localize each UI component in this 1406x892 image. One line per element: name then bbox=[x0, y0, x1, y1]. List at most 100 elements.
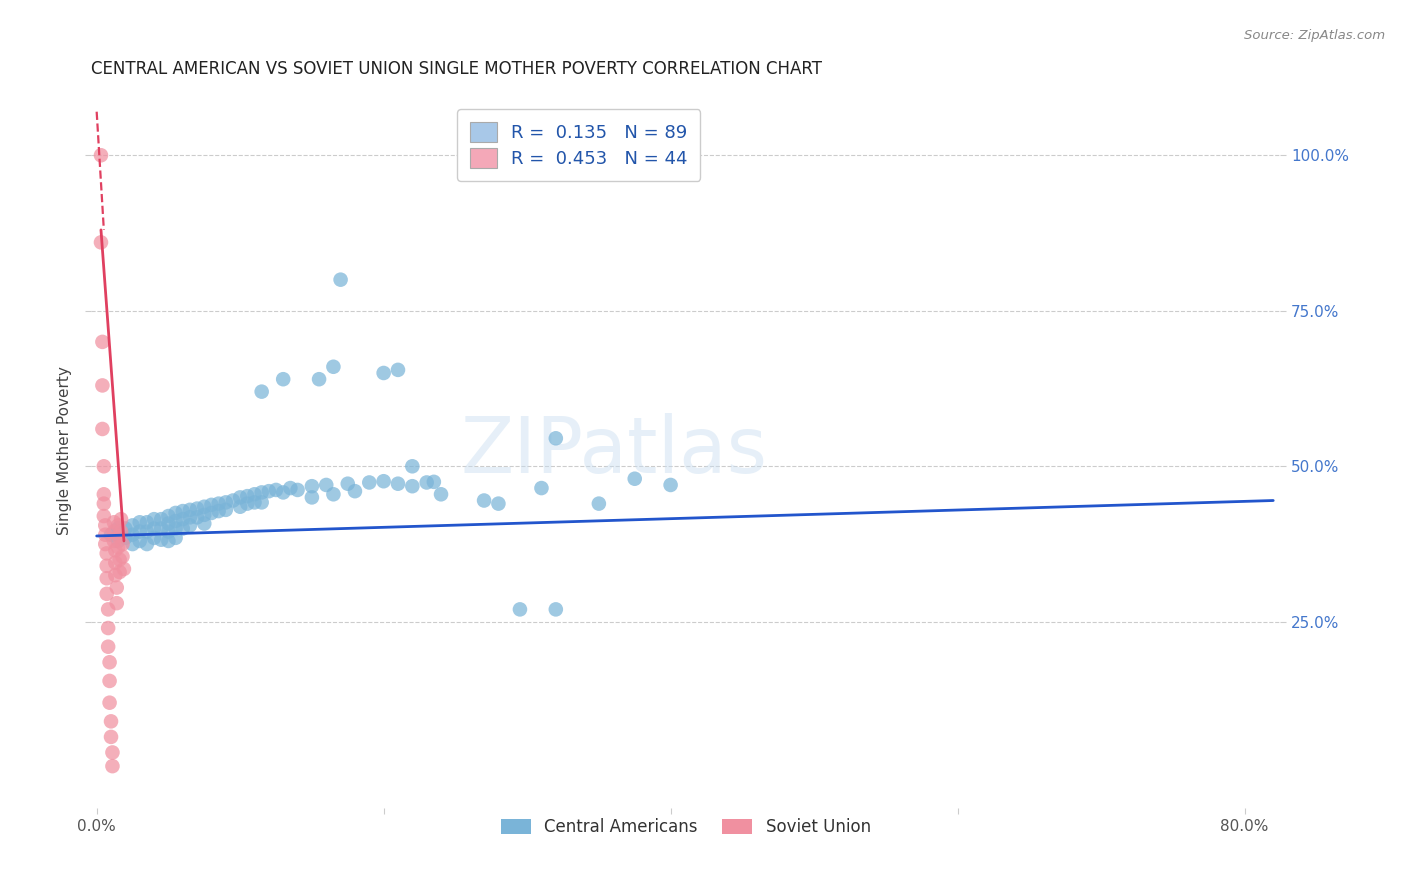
Point bbox=[107, 518, 129, 533]
Point bbox=[207, 504, 229, 518]
Point bbox=[97, 621, 120, 635]
Point bbox=[329, 273, 352, 287]
Point bbox=[150, 521, 173, 535]
Point bbox=[250, 485, 273, 500]
Point bbox=[271, 485, 294, 500]
Point bbox=[93, 459, 115, 474]
Point bbox=[165, 506, 187, 520]
Point bbox=[97, 640, 120, 654]
Point bbox=[315, 478, 337, 492]
Point bbox=[100, 527, 122, 541]
Point bbox=[128, 524, 150, 539]
Point bbox=[236, 497, 259, 511]
Point bbox=[135, 537, 157, 551]
Point bbox=[91, 334, 114, 349]
Point bbox=[100, 714, 122, 729]
Point bbox=[111, 549, 134, 564]
Point bbox=[544, 602, 567, 616]
Point bbox=[544, 431, 567, 445]
Point bbox=[215, 495, 238, 509]
Point bbox=[103, 524, 125, 539]
Point bbox=[257, 484, 280, 499]
Point bbox=[150, 533, 173, 547]
Point bbox=[112, 562, 135, 576]
Point bbox=[343, 484, 366, 499]
Point bbox=[186, 501, 208, 516]
Point bbox=[250, 495, 273, 509]
Point bbox=[108, 552, 131, 566]
Point bbox=[322, 487, 344, 501]
Point bbox=[157, 524, 180, 539]
Point bbox=[90, 235, 112, 250]
Point bbox=[101, 746, 124, 760]
Point bbox=[94, 537, 117, 551]
Point bbox=[111, 537, 134, 551]
Point bbox=[229, 500, 252, 514]
Point bbox=[108, 565, 131, 579]
Point bbox=[91, 378, 114, 392]
Point bbox=[105, 596, 128, 610]
Point bbox=[121, 518, 143, 533]
Point bbox=[193, 500, 215, 514]
Point bbox=[179, 518, 201, 533]
Point bbox=[143, 531, 166, 545]
Point bbox=[101, 759, 124, 773]
Point bbox=[165, 514, 187, 528]
Point bbox=[387, 363, 409, 377]
Point bbox=[157, 509, 180, 524]
Point bbox=[301, 491, 323, 505]
Point bbox=[222, 493, 245, 508]
Point bbox=[103, 516, 125, 530]
Point bbox=[308, 372, 330, 386]
Point bbox=[659, 478, 682, 492]
Point bbox=[98, 696, 121, 710]
Point bbox=[243, 487, 266, 501]
Point bbox=[623, 472, 645, 486]
Point bbox=[107, 533, 129, 548]
Point bbox=[96, 571, 118, 585]
Point bbox=[207, 497, 229, 511]
Point bbox=[104, 556, 127, 570]
Point bbox=[157, 533, 180, 548]
Point bbox=[271, 372, 294, 386]
Point bbox=[110, 512, 132, 526]
Point bbox=[200, 498, 222, 512]
Point bbox=[415, 475, 437, 490]
Point bbox=[280, 481, 302, 495]
Point bbox=[165, 521, 187, 535]
Point bbox=[186, 510, 208, 524]
Point bbox=[114, 531, 136, 545]
Point bbox=[157, 516, 180, 531]
Point bbox=[128, 533, 150, 548]
Point bbox=[94, 527, 117, 541]
Point bbox=[401, 459, 423, 474]
Point bbox=[93, 487, 115, 501]
Point bbox=[135, 524, 157, 539]
Point bbox=[90, 148, 112, 162]
Point bbox=[179, 510, 201, 524]
Point bbox=[110, 524, 132, 539]
Point bbox=[93, 497, 115, 511]
Text: CENTRAL AMERICAN VS SOVIET UNION SINGLE MOTHER POVERTY CORRELATION CHART: CENTRAL AMERICAN VS SOVIET UNION SINGLE … bbox=[91, 60, 823, 78]
Point bbox=[250, 384, 273, 399]
Point bbox=[165, 531, 187, 545]
Point bbox=[98, 655, 121, 669]
Point bbox=[114, 521, 136, 535]
Point bbox=[179, 503, 201, 517]
Point bbox=[243, 495, 266, 509]
Point bbox=[509, 602, 531, 616]
Point bbox=[264, 483, 287, 497]
Point bbox=[91, 422, 114, 436]
Point bbox=[373, 474, 395, 488]
Point bbox=[107, 529, 129, 543]
Point bbox=[103, 533, 125, 548]
Point bbox=[143, 512, 166, 526]
Point bbox=[430, 487, 453, 501]
Point bbox=[486, 497, 509, 511]
Point bbox=[107, 540, 129, 554]
Point bbox=[229, 491, 252, 505]
Point bbox=[373, 366, 395, 380]
Point bbox=[121, 527, 143, 541]
Point bbox=[287, 483, 309, 497]
Text: Source: ZipAtlas.com: Source: ZipAtlas.com bbox=[1244, 29, 1385, 42]
